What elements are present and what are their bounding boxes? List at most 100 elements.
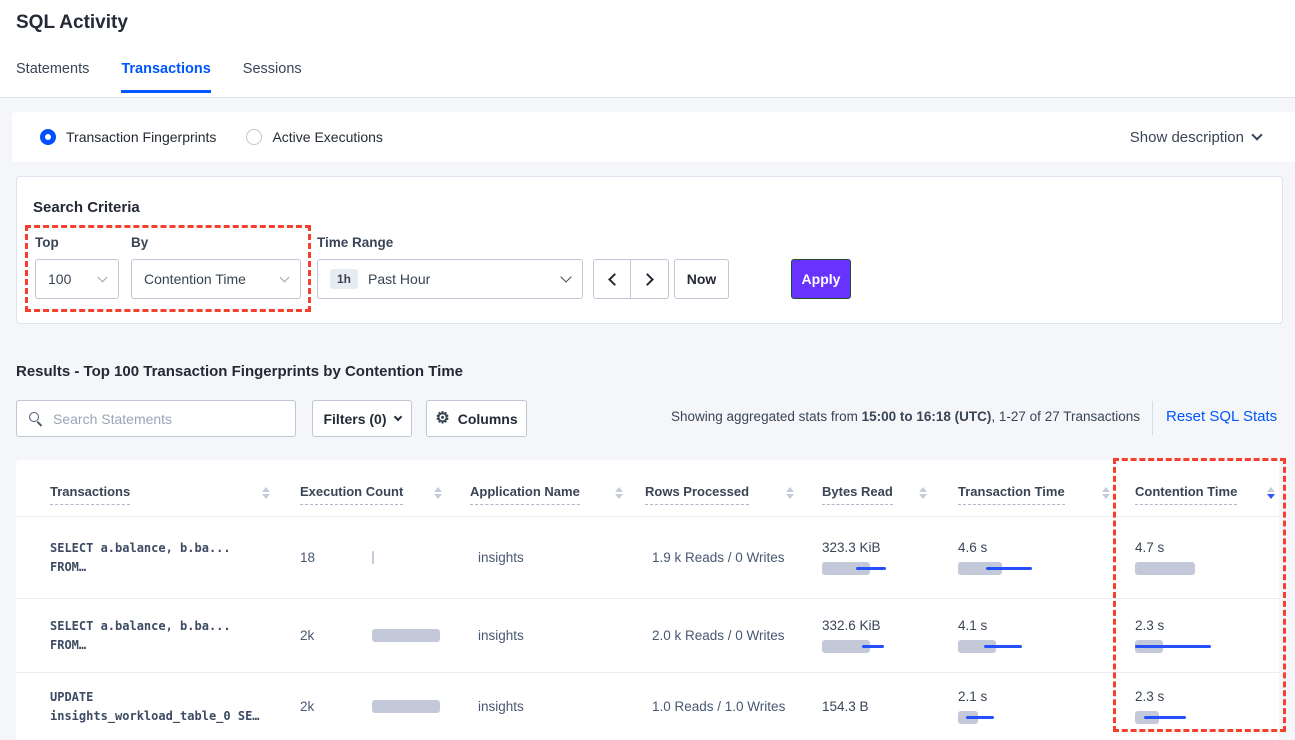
col-header-execution-count[interactable]: Execution Count [300,484,404,505]
show-description-toggle[interactable]: Show description [1129,112,1263,162]
by-label: By [131,235,149,250]
application-name-value: insights [478,550,524,565]
transaction-fingerprint-link[interactable]: SELECT a.balance, b.ba... FROM… [50,541,231,574]
now-button[interactable]: Now [674,259,729,299]
transaction-fingerprint-link[interactable]: UPDATE insights_workload_table_0 SE… [50,690,260,723]
transaction-time-value: 4.6 s [958,540,988,555]
radio-transaction-fingerprints[interactable]: Transaction Fingerprints [40,129,216,145]
time-next-button[interactable] [631,259,669,299]
chevron-down-icon [560,271,572,283]
radio-selected-icon[interactable] [40,129,56,145]
top-select-value: 100 [48,271,72,287]
reset-sql-stats-link[interactable]: Reset SQL Stats [1166,408,1278,425]
execution-count-bar [372,673,452,740]
execution-count-value: 2k [300,699,315,714]
gear-icon: ⚙ [435,409,450,427]
time-range-badge: 1h [330,269,359,289]
search-icon [29,412,39,422]
contention-time-cell: 2.3 s [1135,599,1285,672]
apply-button[interactable]: Apply [791,259,851,299]
transaction-time-cell: 2.1 s [958,673,1108,740]
sort-icon-transaction-time[interactable] [1102,487,1110,499]
radio-label: Transaction Fingerprints [66,129,217,145]
top-select[interactable]: 100 [35,259,119,299]
stats-time-range: 15:00 to 16:18 (UTC) [861,409,992,424]
contention-time-cell: 2.3 s [1135,673,1285,740]
time-prev-button[interactable] [593,259,631,299]
col-header-transactions[interactable]: Transactions [50,484,131,505]
rows-processed-value: 1.9 k Reads / 0 Writes [652,550,785,565]
col-header-transaction-time[interactable]: Transaction Time [958,484,1065,505]
contention-time-cell: 4.7 s [1135,517,1285,598]
bytes-read-cell: 154.3 B [822,673,962,740]
columns-label: Columns [457,410,518,427]
stats-prefix: Showing aggregated stats from [671,409,862,424]
contention-time-value: 4.7 s [1135,540,1165,555]
table-header-row: Transactions Execution Count Application… [16,460,1279,517]
search-statements-wrap [16,400,296,437]
sort-icon-transactions[interactable] [262,487,270,499]
radio-label: Active Executions [272,129,383,145]
sort-icon-contention-time-active[interactable] [1267,487,1275,499]
application-name-value: insights [478,699,524,714]
chevron-down-icon [279,272,290,282]
time-nav-group [593,259,669,299]
sort-icon-application-name[interactable] [615,487,623,499]
bytes-read-cell: 332.6 KiB [822,599,962,672]
chevron-left-icon [607,272,621,286]
view-toggle-band: Transaction Fingerprints Active Executio… [12,112,1295,162]
time-range-select[interactable]: 1h Past Hour [317,259,583,299]
time-range-label: Time Range [317,235,394,250]
sort-icon-bytes-read[interactable] [919,487,927,499]
results-heading: Results - Top 100 Transaction Fingerprin… [16,363,464,380]
search-statements-input[interactable] [16,400,296,437]
table-row[interactable]: SELECT a.balance, b.ba... FROM… 2k insig… [16,598,1279,672]
execution-count-value: 2k [300,628,315,643]
transaction-time-cell: 4.1 s [958,599,1108,672]
transaction-time-value: 2.1 s [958,689,988,704]
page-title: SQL Activity [16,12,128,33]
tab-statements[interactable]: Statements [16,61,90,77]
top-label: Top [35,235,59,250]
table-row[interactable]: UPDATE insights_workload_table_0 SE… 2k … [16,672,1279,740]
col-header-bytes-read[interactable]: Bytes Read [822,484,893,505]
bytes-read-value: 154.3 B [822,699,869,714]
tab-sessions[interactable]: Sessions [242,61,302,77]
show-description-label: Show description [1129,128,1244,146]
bytes-read-cell: 323.3 KiB [822,517,962,598]
transaction-time-cell: 4.6 s [958,517,1108,598]
rows-processed-value: 2.0 k Reads / 0 Writes [652,628,785,643]
filters-button[interactable]: Filters (0) [312,400,412,437]
stats-divider [1152,401,1153,435]
by-select-value: Contention Time [144,271,246,287]
contention-time-value: 2.3 s [1135,689,1165,704]
sort-icon-execution-count[interactable] [434,487,442,499]
time-range-value: Past Hour [368,271,431,287]
search-criteria-card: Search Criteria Top 100 By Contention Ti… [16,176,1283,324]
col-header-contention-time[interactable]: Contention Time [1135,484,1238,505]
tab-bar: Statements Transactions Sessions [16,61,302,93]
contention-time-value: 2.3 s [1135,618,1165,633]
chevron-right-icon [641,272,654,286]
rows-processed-value: 1.0 Reads / 1.0 Writes [652,699,786,714]
chevron-down-icon [393,412,402,422]
table-row[interactable]: SELECT a.balance, b.ba... FROM… 18 insig… [16,517,1279,598]
sort-icon-rows-processed[interactable] [786,487,794,499]
bytes-read-value: 323.3 KiB [822,540,881,555]
by-select[interactable]: Contention Time [131,259,301,299]
transactions-table: Transactions Execution Count Application… [16,460,1279,740]
tab-transactions[interactable]: Transactions [121,61,211,93]
stats-suffix: , 1-27 of 27 Transactions [991,409,1140,424]
radio-unselected-icon[interactable] [246,129,263,145]
col-header-application-name[interactable]: Application Name [470,484,580,505]
transaction-fingerprint-link[interactable]: SELECT a.balance, b.ba... FROM… [50,619,231,652]
col-header-rows-processed[interactable]: Rows Processed [645,484,750,505]
radio-active-executions[interactable]: Active Executions [246,129,383,145]
search-criteria-heading: Search Criteria [33,199,140,216]
chevron-down-icon [1251,129,1263,141]
columns-button[interactable]: ⚙ Columns [426,400,527,437]
application-name-value: insights [478,628,524,643]
bytes-read-value: 332.6 KiB [822,618,881,633]
chevron-down-icon [97,272,108,282]
